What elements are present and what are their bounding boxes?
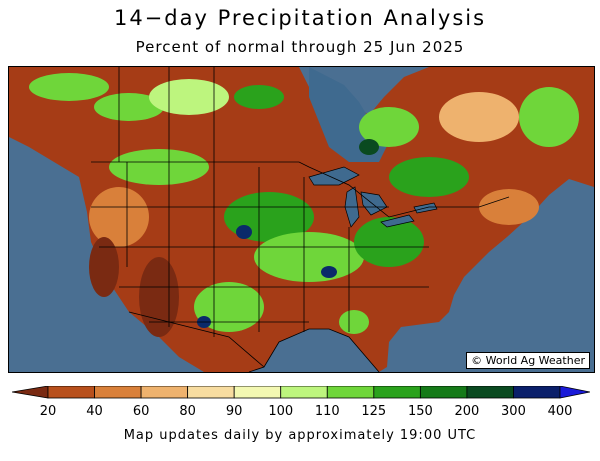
map-canvas bbox=[9, 67, 594, 372]
legend-arrow-high bbox=[559, 385, 591, 399]
legend-label: 200 bbox=[454, 404, 479, 419]
precipitation-map: © World Ag Weather bbox=[8, 66, 595, 373]
color-legend: 2040608090100110125150200300400600 bbox=[11, 385, 600, 422]
legend-label: 400 bbox=[548, 404, 573, 419]
legend-swatch bbox=[419, 385, 468, 399]
legend-label: 150 bbox=[408, 404, 433, 419]
map-title: 14−day Precipitation Analysis bbox=[113, 6, 487, 30]
legend-swatch bbox=[94, 385, 142, 399]
legend-label: 90 bbox=[226, 404, 243, 419]
legend-arrow-low bbox=[11, 385, 49, 399]
borders bbox=[91, 67, 510, 368]
legend-label: 300 bbox=[501, 404, 526, 419]
legend-swatch bbox=[187, 385, 235, 399]
footer-note: Map updates daily by approximately 19:00… bbox=[123, 428, 477, 443]
legend-swatch bbox=[280, 385, 328, 399]
legend-swatch bbox=[47, 385, 95, 399]
legend-bar: 2040608090100110125150200300400600 bbox=[11, 385, 600, 419]
legend-label: 80 bbox=[179, 404, 196, 419]
legend-swatch bbox=[373, 385, 421, 399]
legend-swatch bbox=[326, 385, 375, 399]
copyright-label: © World Ag Weather bbox=[466, 352, 590, 369]
legend-swatch bbox=[513, 385, 561, 399]
legend-label: 20 bbox=[40, 404, 57, 419]
legend-label: 110 bbox=[315, 404, 340, 419]
legend-label: 100 bbox=[268, 404, 293, 419]
legend-swatch bbox=[233, 385, 282, 399]
legend-swatch bbox=[466, 385, 514, 399]
precip-shading bbox=[29, 73, 579, 337]
legend-label: 60 bbox=[133, 404, 150, 419]
legend-label: 40 bbox=[86, 404, 103, 419]
legend-label: 125 bbox=[361, 404, 386, 419]
map-subtitle: Percent of normal through 25 Jun 2025 bbox=[135, 38, 465, 56]
legend-swatch bbox=[140, 385, 189, 399]
